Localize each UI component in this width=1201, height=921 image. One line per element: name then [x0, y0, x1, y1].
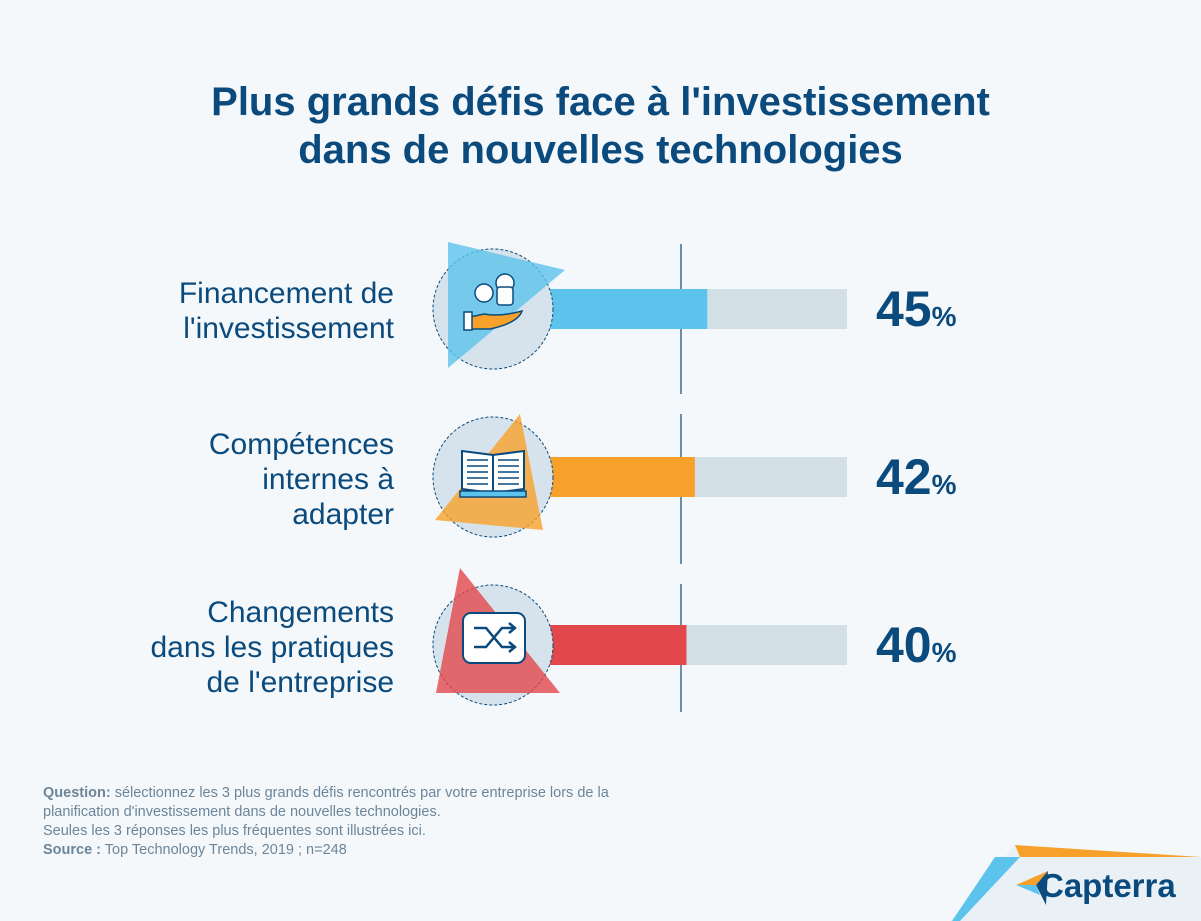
coins-hand-icon — [463, 273, 524, 331]
footnote: Question: sélectionnez les 3 plus grands… — [43, 784, 683, 860]
category-label-line: de l'entreprise — [206, 665, 395, 699]
value-label: 40% — [876, 620, 957, 678]
chart-title: Plus grands défis face à l'investissemen… — [0, 78, 1201, 174]
value-number: 45 — [876, 281, 932, 337]
capterra-corner-decoration — [950, 845, 1201, 921]
chart-row — [432, 242, 847, 370]
value-unit: % — [931, 301, 957, 332]
chart-title-line-1: Plus grands défis face à l'investissemen… — [211, 80, 990, 124]
capterra-logo-icon — [1016, 871, 1048, 905]
category-label-line: Compétences — [208, 427, 394, 461]
category-label-line: adapter — [292, 497, 394, 531]
value-unit: % — [931, 469, 957, 500]
source-text: Top Technology Trends, 2019 ; n=248 — [101, 842, 347, 858]
value-label: 42% — [876, 452, 957, 510]
category-label: Changements dans les pratiques de l'entrep… — [74, 595, 395, 700]
category-label-line: dans les pratiques — [150, 630, 395, 664]
footnote-note: Seules les 3 réponses les plus fréquente… — [43, 823, 426, 839]
category-label-line: l'investissement — [183, 312, 394, 345]
question-text: sélectionnez les 3 plus grands défis ren… — [43, 785, 609, 820]
category-label-line: internes à — [262, 462, 394, 496]
chart-title-line-2: dans de nouvelles technologies — [298, 128, 903, 172]
value-number: 40 — [876, 617, 932, 673]
value-unit: % — [931, 637, 957, 668]
chart-row — [432, 568, 847, 706]
open-book-icon — [459, 449, 527, 498]
shuffle-icon — [462, 612, 526, 664]
source-label: Source : — [43, 842, 102, 858]
value-label: 45% — [876, 284, 957, 342]
brand-name: Capterra — [1040, 867, 1176, 904]
question-label: Question: — [43, 785, 111, 801]
category-label: Financement de l'investissement — [74, 276, 394, 346]
category-label-line: Financement de — [178, 277, 394, 310]
value-number: 42 — [876, 449, 932, 505]
category-label: Compétences internes à adapter — [74, 427, 394, 532]
category-label-line: Changements — [207, 595, 394, 629]
chart-row — [432, 414, 847, 538]
